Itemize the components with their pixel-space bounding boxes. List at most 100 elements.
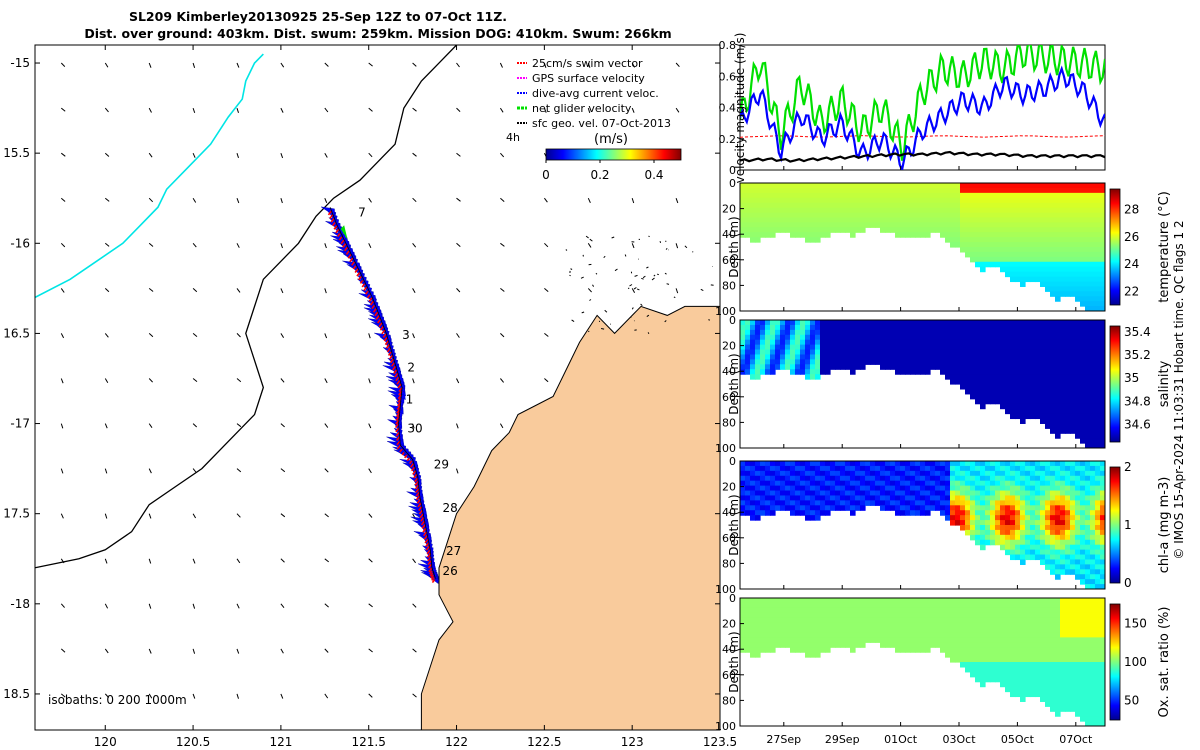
section-cell (890, 475, 896, 482)
section-cell (1055, 510, 1061, 516)
map-x-tick-label: 122 (445, 735, 468, 749)
section-cell (925, 369, 931, 375)
section-cell (1055, 525, 1061, 531)
sfc-velocity-arrow (543, 62, 547, 68)
section-cell (1095, 480, 1101, 487)
section-cell (1045, 598, 1051, 604)
section-cell (1035, 686, 1041, 693)
section-cell (1080, 344, 1086, 351)
section-cell (1010, 505, 1016, 511)
section-cell (905, 339, 911, 346)
section-cell (1090, 222, 1096, 228)
section-cell (745, 364, 751, 370)
section-cell (1020, 607, 1026, 614)
section-cell (950, 495, 956, 501)
section-cell (1070, 320, 1076, 326)
section-cell (915, 632, 921, 638)
section-cell (1070, 686, 1076, 693)
section-cell (990, 525, 996, 531)
section-cell (1090, 428, 1096, 434)
section-cell (1015, 662, 1021, 668)
section-cell (980, 539, 986, 546)
section-cell (1050, 676, 1056, 683)
section-cell (1045, 602, 1051, 609)
section-cell (1065, 183, 1071, 189)
section-cell (1090, 329, 1096, 336)
section-cell (765, 334, 771, 341)
section-cell (915, 461, 921, 467)
section-cell (985, 334, 991, 341)
section-cell (960, 510, 966, 516)
section-cell (875, 187, 881, 194)
section-cell (850, 364, 856, 370)
section-cell (1090, 266, 1096, 273)
section-cell (1065, 320, 1071, 326)
section-cell (855, 197, 861, 204)
section-cell (1040, 617, 1046, 624)
section-cell (1050, 286, 1056, 292)
section-cbar-label: Ox. sat. ratio (%) (1157, 607, 1172, 718)
chlorophyll-section (740, 461, 1105, 589)
section-cell (1055, 192, 1061, 199)
section-cell (815, 359, 821, 365)
section-cell (1100, 686, 1105, 693)
section-cell (935, 183, 941, 189)
section-cell (785, 207, 791, 214)
section-cell (1005, 461, 1011, 467)
section-cell (1010, 276, 1016, 283)
section-cell (760, 627, 766, 634)
section-cell (745, 212, 751, 219)
section-cell (1085, 534, 1091, 541)
section-cell (1000, 475, 1006, 482)
section-cell (890, 329, 896, 336)
section-cell (760, 334, 766, 341)
swim-vector (390, 358, 395, 364)
section-cell (1100, 607, 1105, 614)
temperature-frame (739, 182, 1106, 312)
section-cell (855, 202, 861, 209)
section-cell (935, 612, 941, 619)
section-cell (1025, 202, 1031, 209)
sfc-velocity-arrow (104, 62, 109, 68)
section-cell (1055, 403, 1061, 410)
section-cell (900, 324, 906, 331)
sfc-velocity-arrow (456, 197, 461, 202)
sfc-velocity-arrow (60, 378, 64, 384)
section-cell (990, 344, 996, 351)
section-cell (1100, 602, 1105, 609)
section-cell (1100, 281, 1105, 287)
section-cell (750, 183, 756, 189)
section-cell (755, 495, 761, 501)
section-cell (850, 227, 856, 233)
section-cell (1000, 359, 1006, 365)
section-cell (1045, 222, 1051, 228)
section-cell (1030, 632, 1036, 638)
section-cell (995, 632, 1001, 638)
swim-vector (382, 332, 387, 338)
section-cell (1000, 612, 1006, 619)
section-cell (1050, 423, 1056, 429)
section-y-tick-label: 20 (722, 340, 736, 353)
section-cell (1100, 183, 1105, 189)
section-cell (840, 227, 846, 233)
oxygen-frame (739, 597, 1106, 727)
section-cell (1035, 324, 1041, 331)
section-cell (955, 197, 961, 204)
section-cell (1000, 247, 1006, 253)
section-cell (750, 598, 756, 604)
section-cell (1085, 529, 1091, 536)
section-cell (1030, 384, 1036, 390)
section-cell (1085, 564, 1091, 570)
section-cell (860, 344, 866, 351)
section-cell (885, 364, 891, 370)
section-cell (925, 598, 931, 604)
section-cell (845, 461, 851, 467)
section-cell (920, 510, 926, 516)
section-cell (1090, 207, 1096, 214)
section-cell (900, 632, 906, 638)
section-cell (1050, 637, 1056, 643)
section-cell (965, 339, 971, 346)
section-colorbar (1109, 466, 1121, 584)
section-cell (805, 187, 811, 194)
section-cell (1075, 202, 1081, 209)
